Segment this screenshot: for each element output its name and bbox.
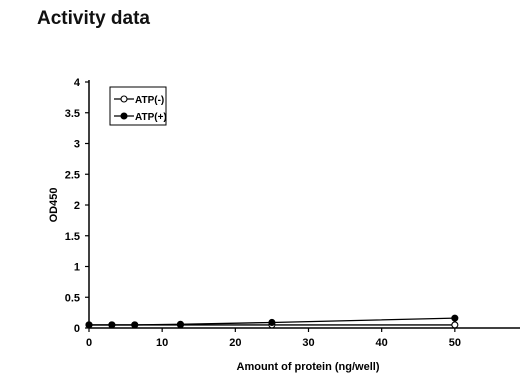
- data-point-series-2: [131, 321, 139, 329]
- data-point-series-2: [268, 318, 276, 327]
- y-tick-label: 3.5: [65, 108, 80, 120]
- legend-label-2: ATP(+): [135, 112, 167, 123]
- data-point-series-1: [451, 321, 459, 329]
- x-tick-label: 30: [302, 337, 314, 349]
- y-tick-label: 2.5: [65, 169, 80, 181]
- legend-marker-2: [120, 112, 128, 120]
- series-layer: [85, 314, 459, 329]
- legend: ATP(-) ATP(+): [109, 86, 167, 126]
- y-tick-label: 1: [74, 262, 80, 274]
- y-tick-label: 0.5: [65, 292, 80, 304]
- x-tick-label: 50: [449, 337, 461, 349]
- y-tick-label: 2: [74, 200, 80, 212]
- x-axis-title: Amount of protein (ng/well): [237, 361, 380, 373]
- x-tick-label: 10: [156, 337, 168, 349]
- y-tick-label: 1.5: [65, 231, 80, 243]
- x-tick-label: 40: [376, 337, 388, 349]
- y-tick-label: 0: [74, 323, 80, 335]
- data-point-series-2: [451, 314, 459, 322]
- legend-marker-1: [120, 95, 128, 103]
- data-point-series-2: [85, 321, 93, 329]
- page-title: Activity data: [37, 8, 150, 29]
- data-point-series-2: [108, 321, 116, 329]
- data-point-series-2: [176, 320, 185, 328]
- x-tick-label: 20: [229, 337, 241, 349]
- legend-label-1: ATP(-): [135, 95, 164, 106]
- y-axis-title: OD450: [48, 188, 60, 223]
- y-tick-label: 3: [74, 139, 80, 151]
- x-tick-label: 0: [86, 337, 92, 349]
- legend-box: [109, 86, 167, 126]
- y-tick-label: 4: [74, 77, 81, 89]
- axes: 00.511.522.533.540 10 20 30 40 50: [65, 77, 520, 349]
- series-line-2: [89, 317, 455, 326]
